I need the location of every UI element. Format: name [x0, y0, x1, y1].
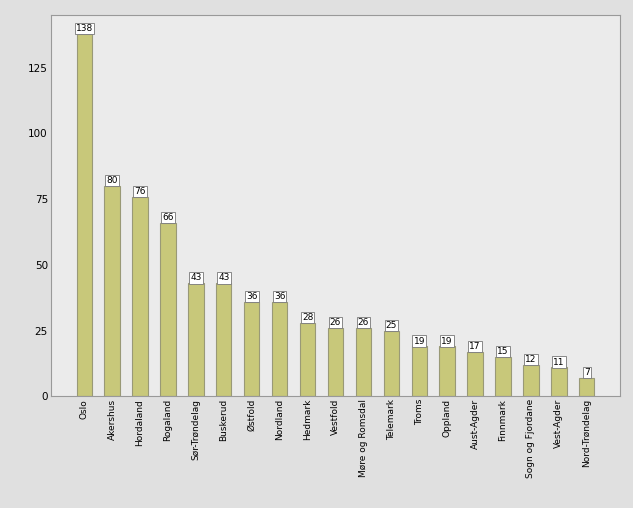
Bar: [496, 357, 511, 396]
Text: 12: 12: [525, 355, 537, 364]
Text: 19: 19: [413, 336, 425, 345]
Text: 26: 26: [358, 318, 369, 327]
Text: 80: 80: [106, 176, 118, 185]
Bar: [160, 223, 175, 396]
Text: 28: 28: [302, 313, 313, 322]
Bar: [523, 365, 539, 396]
Text: 17: 17: [469, 342, 481, 351]
Text: 43: 43: [218, 273, 230, 282]
Text: 15: 15: [498, 347, 509, 356]
Text: 43: 43: [190, 273, 201, 282]
Text: 11: 11: [553, 358, 565, 367]
Bar: [272, 302, 287, 396]
Text: 36: 36: [274, 292, 285, 301]
Text: 25: 25: [385, 321, 397, 330]
Bar: [356, 328, 371, 396]
Bar: [467, 352, 483, 396]
Bar: [77, 34, 92, 396]
Bar: [384, 331, 399, 396]
Bar: [411, 346, 427, 396]
Bar: [300, 323, 315, 396]
Text: 66: 66: [162, 213, 173, 222]
Text: 36: 36: [246, 292, 258, 301]
Bar: [104, 186, 120, 396]
Text: 7: 7: [584, 368, 590, 377]
Text: 26: 26: [330, 318, 341, 327]
Bar: [439, 346, 455, 396]
Text: 138: 138: [75, 24, 93, 33]
Text: 19: 19: [441, 336, 453, 345]
Bar: [132, 197, 147, 396]
Bar: [244, 302, 260, 396]
Bar: [579, 378, 594, 396]
Bar: [328, 328, 343, 396]
Text: 76: 76: [134, 187, 146, 196]
Bar: [551, 367, 567, 396]
Bar: [216, 283, 232, 396]
Bar: [188, 283, 204, 396]
